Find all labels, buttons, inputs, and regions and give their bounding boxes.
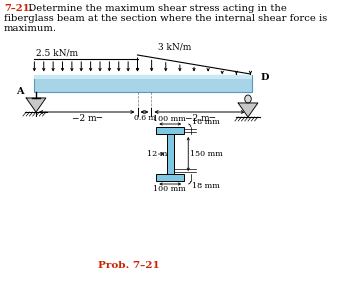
Bar xyxy=(156,174,184,181)
Text: Prob. 7–21: Prob. 7–21 xyxy=(98,261,160,269)
Text: 18 mm: 18 mm xyxy=(192,118,220,126)
Bar xyxy=(156,127,184,134)
Text: 100 mm: 100 mm xyxy=(153,185,186,193)
Polygon shape xyxy=(26,98,46,112)
Text: D: D xyxy=(260,73,269,82)
Text: 100 mm: 100 mm xyxy=(153,115,186,123)
Text: 12 mm: 12 mm xyxy=(146,150,174,158)
Text: 0.6 m: 0.6 m xyxy=(134,114,155,122)
Text: 18 mm: 18 mm xyxy=(192,182,220,190)
Bar xyxy=(167,134,173,174)
Text: 7–21.: 7–21. xyxy=(4,4,33,13)
Circle shape xyxy=(245,95,251,103)
Text: Determine the maximum shear stress acting in the: Determine the maximum shear stress actin… xyxy=(22,4,287,13)
Text: −2 m─: −2 m─ xyxy=(185,114,215,123)
Text: A: A xyxy=(16,86,24,96)
Text: 150 mm: 150 mm xyxy=(190,150,223,158)
Text: 3 kN/m: 3 kN/m xyxy=(158,43,191,52)
Text: maximum.: maximum. xyxy=(4,24,57,33)
Bar xyxy=(35,75,252,79)
Bar xyxy=(35,75,252,92)
Polygon shape xyxy=(238,103,258,117)
Text: fiberglass beam at the section where the internal shear force is: fiberglass beam at the section where the… xyxy=(4,14,327,23)
Text: 2.5 kN/m: 2.5 kN/m xyxy=(36,48,78,57)
Text: −2 m─: −2 m─ xyxy=(72,114,102,123)
